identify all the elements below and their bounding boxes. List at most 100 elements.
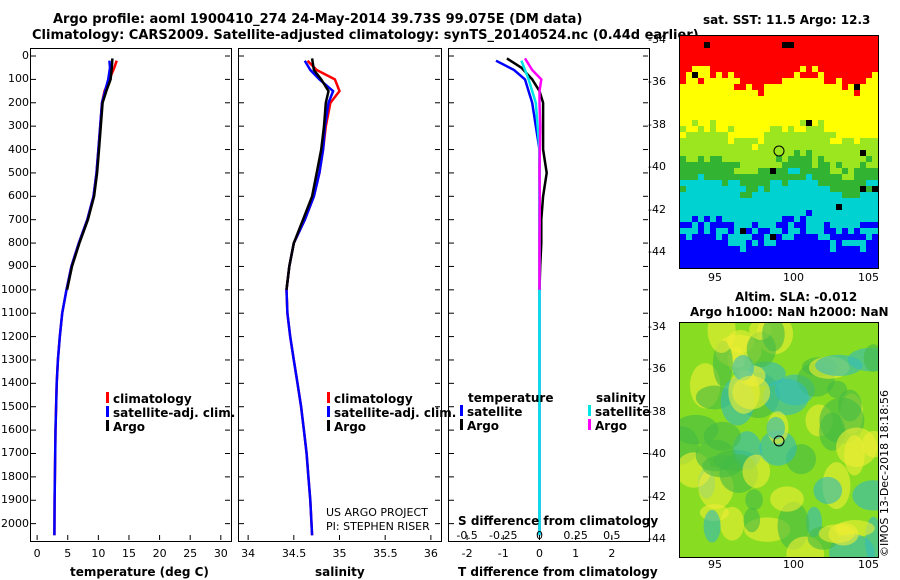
sst-cell [716, 186, 722, 192]
sst-cell [728, 156, 734, 162]
sst-cell [830, 252, 836, 258]
sst-cell [800, 222, 806, 228]
sst-cell [860, 192, 866, 198]
sst-cell [716, 156, 722, 162]
sst-cell [806, 174, 812, 180]
sst-cell [740, 114, 746, 120]
sst-cell [818, 174, 824, 180]
sst-cell [704, 204, 710, 210]
sst-cell [794, 234, 800, 240]
sst-cell [710, 246, 716, 252]
sst-cell [698, 36, 704, 42]
sst-cell [866, 222, 872, 228]
sst-cell [734, 72, 740, 78]
sst-cell [740, 132, 746, 138]
sst-cell [698, 168, 704, 174]
sst-cell [848, 90, 854, 96]
sst-cell [722, 54, 728, 60]
sst-cell [872, 48, 878, 54]
sst-cell [770, 138, 776, 144]
sst-cell [782, 36, 788, 42]
sst-cell [872, 192, 878, 198]
sst-cell [854, 174, 860, 180]
sst-cell [758, 234, 764, 240]
sst-cell [842, 210, 848, 216]
sst-cell [782, 246, 788, 252]
sst-cell [692, 84, 698, 90]
sst-cell [794, 204, 800, 210]
sst-cell [818, 126, 824, 132]
sst-cell [734, 66, 740, 72]
sst-cell [830, 258, 836, 264]
sst-cell [800, 198, 806, 204]
sst-cell [734, 84, 740, 90]
sst-cell [848, 120, 854, 126]
sst-cell [836, 240, 842, 246]
sst-cell [794, 264, 800, 268]
sst-cell [806, 138, 812, 144]
sst-cell [848, 96, 854, 102]
sst-cell [776, 108, 782, 114]
sst-cell [686, 234, 692, 240]
sst-cell [704, 216, 710, 222]
sst-cell [686, 66, 692, 72]
sst-cell [770, 132, 776, 138]
sst-cell [704, 228, 710, 234]
sst-cell [800, 78, 806, 84]
sst-cell [872, 162, 878, 168]
sst-cell [740, 120, 746, 126]
sst-cell [734, 180, 740, 186]
sst-cell [800, 210, 806, 216]
sst-cell [698, 252, 704, 258]
legend-satellite: satellite-adj. clim. [106, 406, 235, 420]
sst-cell [854, 150, 860, 156]
sst-cell [806, 210, 812, 216]
sst-cell [752, 204, 758, 210]
sst-cell [758, 108, 764, 114]
sst-cell [686, 108, 692, 114]
sst-cell [716, 66, 722, 72]
sst-cell [848, 138, 854, 144]
sst-cell [728, 198, 734, 204]
sst-cell [716, 144, 722, 150]
sst-cell [692, 228, 698, 234]
sst-cell [764, 210, 770, 216]
sst-cell [866, 144, 872, 150]
sst-cell [686, 90, 692, 96]
sst-cell [686, 252, 692, 258]
sdiff-tick-label: 0 [535, 529, 543, 542]
sst-cell [824, 96, 830, 102]
sst-cell [722, 156, 728, 162]
sst-cell [692, 150, 698, 156]
sst-cell [728, 168, 734, 174]
sst-cell [830, 96, 836, 102]
sst-cell [806, 114, 812, 120]
sst-cell [698, 60, 704, 66]
sst-cell [842, 66, 848, 72]
sst-cell [740, 108, 746, 114]
sst-cell [770, 204, 776, 210]
sst-cell [782, 264, 788, 268]
sst-cell [710, 126, 716, 132]
sst-cell [698, 174, 704, 180]
sst-cell [710, 162, 716, 168]
sst-cell [716, 192, 722, 198]
sst-cell [842, 264, 848, 268]
sst-cell [692, 102, 698, 108]
sst-cell [824, 162, 830, 168]
sst-cell [812, 264, 818, 268]
sst-cell [794, 192, 800, 198]
sst-cell [806, 108, 812, 114]
sst-cell [788, 84, 794, 90]
sst-cell [788, 246, 794, 252]
sst-cell [830, 192, 836, 198]
sst-cell [764, 168, 770, 174]
sst-cell [722, 36, 728, 42]
sst-cell [752, 156, 758, 162]
sst-cell [776, 120, 782, 126]
sst-cell [704, 42, 710, 48]
sst-cell [830, 120, 836, 126]
sst-cell [872, 108, 878, 114]
sst-cell [722, 210, 728, 216]
sst-cell [782, 72, 788, 78]
